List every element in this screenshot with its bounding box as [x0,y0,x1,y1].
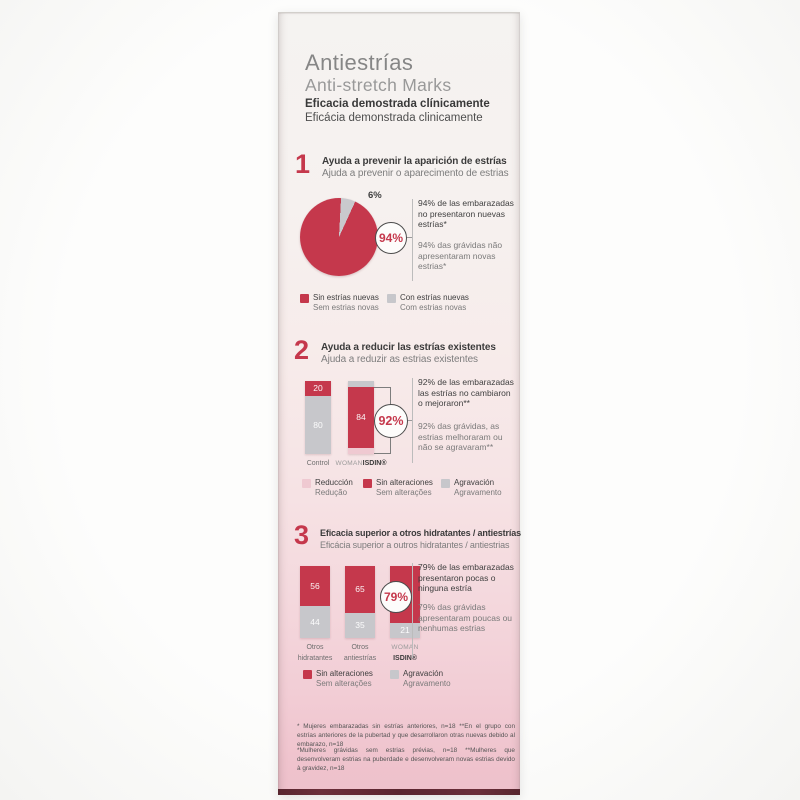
bar-caption: Otros antiestrías [343,644,377,662]
section-1-heading-es: Ayuda a prevenir la aparición de estrías [322,156,507,167]
section-1-callout-es: 94% de las embarazadas no presentaron nu… [418,198,514,229]
legend-label-es: Agravación [403,669,444,678]
section-3-heading-es: Eficacia superior a otros hidratantes / … [320,528,521,538]
legend-label-es: Agravación [454,478,495,487]
section-2-heading: Ayuda a reducir las estrías existentes A… [321,342,496,366]
legend-swatch [363,479,372,488]
legend-label-es: Sin alteraciones [376,478,433,487]
bar-column: 20 80 Control [305,381,331,468]
legend-label-es: Reducción [315,478,353,487]
pie-chart [300,198,378,276]
product-title-en: Anti-stretch Marks [305,75,452,95]
bar-segment [348,381,374,387]
section-3-callout-es: 79% de las embarazadas presentaron pocas… [418,562,514,593]
legend-label-es: Sin estrías nuevas [313,293,379,302]
section-3-heading: Eficacia superior a otros hidratantes / … [320,527,521,551]
bar-column: 84 WOMANISDIN® [336,381,386,468]
legend-label-pt: Sem estrias novas [313,302,379,312]
bracket-tick-top [374,387,390,388]
connector-line [405,237,412,238]
divider-line [412,199,413,281]
bar-caption: Otros hidratantes [297,644,333,662]
product-box-back-panel: Antiestrías Anti-stretch Marks Eficacia … [278,12,521,795]
bar-segment: 21 [390,622,420,638]
divider-line [412,378,413,463]
bar-segment: 56 [300,566,330,607]
bar-segment: 35 [345,612,375,638]
legend-label-es: Con estrías nuevas [400,293,469,302]
section-3-number: 3 [294,520,310,550]
legend-item: Sin alteraciones Sem alterações [303,669,373,688]
legend-item: Sin alteraciones Sem alterações [363,478,433,497]
footnote-pt: *Mulheres grávidas sem estrias prévias, … [297,747,515,772]
legend-label-pt: Agravamento [403,678,451,688]
legend-label-pt: Com estrias novas [400,302,467,312]
bar-segment: 80 [305,395,331,454]
connector-line [406,420,413,421]
bar-caption: WOMANISDIN® [335,460,387,467]
legend-swatch [300,294,309,303]
bar-segment: 44 [300,606,330,638]
product-title-es: Antiestrías [305,50,414,75]
bracket-tick-bottom [374,453,390,454]
clinical-claim-es: Eficacia demostrada clínicamente [305,98,490,110]
clinical-claim-pt: Eficácia demonstrada clinicamente [305,112,483,124]
bar-column: 65 35 Otros antiestrías [343,566,377,662]
divider-line [412,563,413,658]
stacked-bar: 84 [348,381,374,454]
legend-label-pt: Sem alterações [316,678,372,688]
footnote-es: * Mujeres embarazadas sin estrías anteri… [297,723,515,748]
legend-label: Agravación Agravamento [454,478,502,497]
section-1-heading: Ayuda a prevenir la aparición de estrías… [322,156,509,180]
bar-percentage-badge: 79% [380,581,412,613]
section-2-heading-es: Ayuda a reducir las estrías existentes [321,342,496,353]
bar-segment: 20 [305,381,331,396]
bar-column: 56 44 Otros hidratantes [297,566,333,662]
bar-segment: 65 [345,566,375,613]
legend-item: Agravación Agravamento [441,478,502,497]
legend-swatch [441,479,450,488]
stacked-bar: 65 35 [345,566,375,638]
legend-item: Sin estrías nuevas Sem estrias novas [300,293,379,312]
stacked-bar: 20 80 [305,381,331,454]
legend-label: Sin estrías nuevas Sem estrias novas [313,293,379,312]
legend-swatch [390,670,399,679]
bar-segment: 84 [348,386,374,449]
legend-swatch [302,479,311,488]
legend-label: Agravación Agravamento [403,669,451,688]
bar-segment [348,448,374,454]
section-1-heading-pt: Ajuda a prevenir o aparecimento de estri… [322,168,509,179]
stacked-bar: 56 44 [300,566,330,638]
section-2-heading-pt: Ajuda a reduzir as estrias existentes [321,354,478,365]
legend-label-pt: Redução [315,487,348,497]
legend-item: Agravación Agravamento [390,669,451,688]
legend-label-es: Sin alteraciones [316,669,373,678]
section-1-callout-pt: 94% das grávidas não apresentaram novas … [418,240,503,271]
legend-label-pt: Agravamento [454,487,502,497]
section-2-callout-pt: 92% das grávidas, as estrias melhoraram … [418,421,503,452]
section-2-number: 2 [294,335,310,365]
legend-swatch [387,294,396,303]
legend-swatch [303,670,312,679]
legend-item: Con estrías nuevas Com estrias novas [387,293,469,312]
stacked-bar-chart-comparison: 56 44 Otros hidratantes 65 35 Otros antiestrías… [297,566,420,662]
section-2-callout-es: 92% de las embarazadas las estrías no ca… [418,377,514,408]
section-3-callout-pt: 79% das grávidas apresentaram poucas ou … [418,602,513,633]
section-1-number: 1 [295,149,311,179]
section-3-heading-pt: Eficácia superior a outros hidratantes /… [320,540,510,550]
legend-label: Sin alteraciones Sem alterações [316,669,373,688]
legend-label: Sin alteraciones Sem alterações [376,478,433,497]
pie-percentage-badge: 94% [375,222,407,254]
stacked-bar-chart-reduction: 20 80 Control 84 WOMANISDIN® [305,381,386,468]
legend-label: Con estrías nuevas Com estrias novas [400,293,469,312]
legend-label: Reducción Redução [315,478,353,497]
bar-caption: Control [306,460,330,467]
pie-slice-label: 6% [368,190,382,201]
bar-percentage-badge: 92% [374,404,408,438]
legend-item: Reducción Redução [302,478,353,497]
legend-label-pt: Sem alterações [376,487,432,497]
